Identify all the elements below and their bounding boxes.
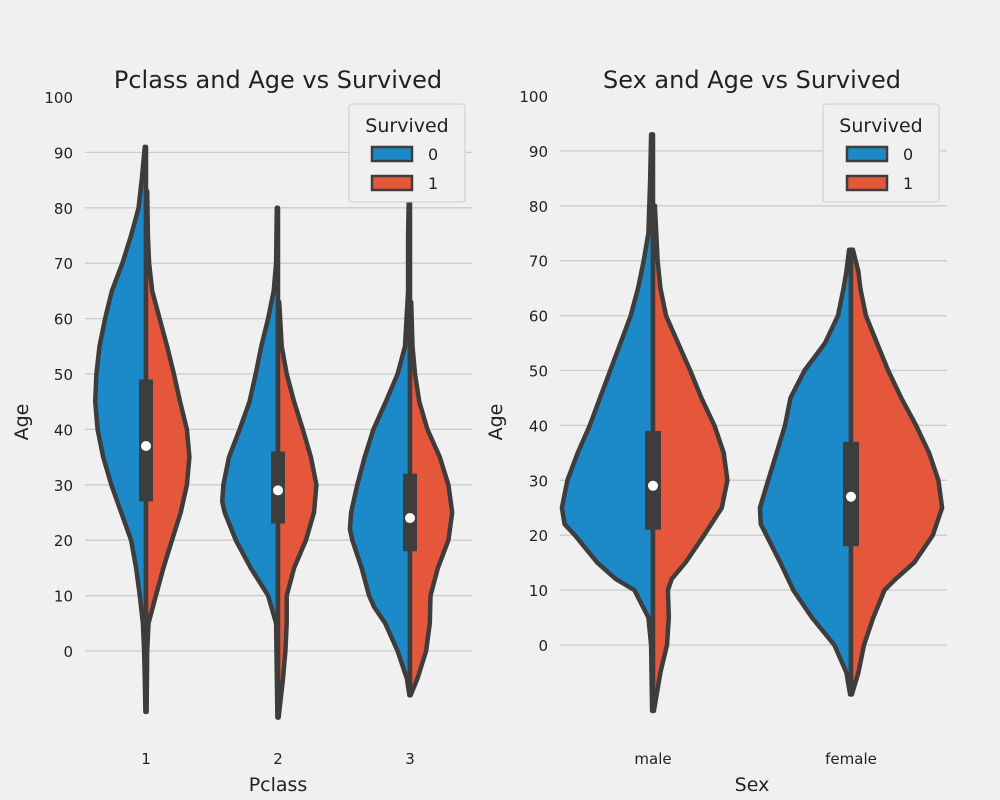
- legend-label-1: 1: [903, 174, 913, 193]
- iqr-box: [139, 379, 153, 502]
- iqr-box: [403, 473, 417, 552]
- violin-half-survived-1: [848, 247, 945, 697]
- y-tick-label: 90: [529, 143, 548, 161]
- legend: Survived 0 1: [348, 103, 466, 203]
- x-axis-label: Pclass: [249, 774, 308, 796]
- x-tick-labels: male female: [634, 750, 876, 768]
- y-tick-label: 40: [529, 417, 548, 435]
- median-marker: [141, 441, 151, 452]
- violins: [92, 144, 455, 720]
- y-tick-label: 100: [44, 89, 73, 107]
- y-tick-label: 80: [529, 198, 548, 216]
- y-tick-label: 30: [54, 477, 73, 495]
- x-tick-label: 3: [405, 750, 415, 768]
- y-tick-label: 60: [54, 311, 73, 329]
- y-tick-label: 10: [529, 582, 548, 600]
- y-tick-label: 90: [54, 144, 73, 162]
- violin-half-survived-1: [407, 299, 455, 698]
- x-axis-label: Sex: [735, 774, 770, 796]
- y-tick-label: 20: [529, 527, 548, 545]
- y-tick-label: 100: [519, 88, 548, 106]
- legend-swatch-1: [370, 174, 414, 192]
- x-tick-labels: 1 2 3: [141, 750, 415, 768]
- violin-half-survived-0: [347, 194, 413, 698]
- legend-swatch-1: [845, 174, 889, 192]
- chart-title: Sex and Age vs Survived: [603, 66, 901, 94]
- median-marker: [648, 480, 658, 491]
- legend: Survived 0 1: [822, 103, 940, 203]
- legend-label-0: 0: [903, 145, 913, 164]
- y-tick-label: 80: [54, 200, 73, 218]
- y-tick-label: 60: [529, 308, 548, 326]
- y-tick-label: 10: [54, 588, 73, 606]
- y-tick-label: 20: [54, 532, 73, 550]
- x-tick-label: 1: [141, 750, 151, 768]
- median-marker: [405, 513, 415, 524]
- violin-half-survived-0: [219, 205, 281, 720]
- violin-half-survived-0: [559, 132, 656, 714]
- violin-half-survived-1: [650, 203, 730, 714]
- y-tick-label: 50: [54, 366, 73, 384]
- y-tick-labels: 0 10 20 30 40 50 60 70 80 90 100: [44, 89, 73, 661]
- y-axis-label: Age: [11, 404, 33, 441]
- violin-half-survived-1: [275, 299, 319, 720]
- legend-title: Survived: [839, 115, 922, 137]
- legend-label-1: 1: [428, 174, 438, 193]
- iqr-box: [645, 430, 661, 530]
- y-tick-label: 30: [529, 472, 548, 490]
- legend-swatch-0: [845, 145, 889, 163]
- legend-title: Survived: [365, 115, 448, 137]
- violins: [559, 132, 945, 714]
- y-tick-label: 0: [538, 637, 548, 655]
- y-axis-label: Age: [485, 404, 507, 441]
- median-marker: [846, 491, 856, 502]
- x-tick-label: female: [825, 750, 877, 768]
- y-tick-label: 70: [529, 253, 548, 271]
- median-marker: [273, 485, 283, 496]
- legend-swatch-0: [370, 145, 414, 163]
- y-tick-label: 0: [63, 643, 73, 661]
- x-tick-label: 2: [273, 750, 283, 768]
- y-tick-labels: 0 10 20 30 40 50 60 70 80 90 100: [519, 88, 548, 655]
- legend-label-0: 0: [428, 145, 438, 164]
- violin-half-survived-0: [757, 247, 854, 697]
- chart-title: Pclass and Age vs Survived: [114, 66, 442, 94]
- y-tick-label: 70: [54, 255, 73, 273]
- x-tick-label: male: [634, 750, 671, 768]
- y-tick-label: 40: [54, 421, 73, 439]
- y-tick-label: 50: [529, 363, 548, 381]
